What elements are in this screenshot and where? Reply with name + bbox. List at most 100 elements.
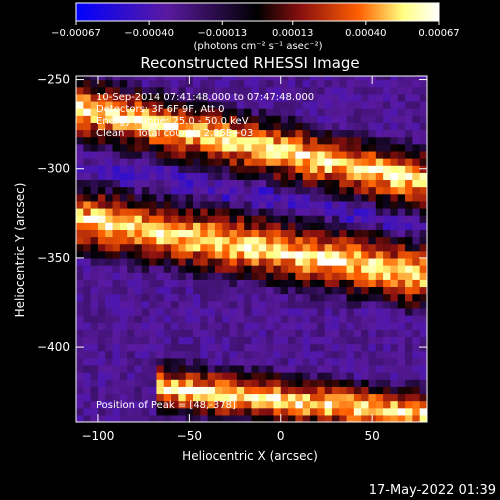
heatmap-cell xyxy=(288,293,296,302)
heatmap-cell xyxy=(405,108,413,116)
heatmap-cell xyxy=(90,386,99,395)
heatmap-cell xyxy=(361,136,370,145)
heatmap-cell xyxy=(353,236,362,245)
heatmap-cell xyxy=(251,350,260,359)
heatmap-cell xyxy=(193,314,201,323)
heatmap-cell xyxy=(405,129,413,138)
heatmap-cell xyxy=(97,79,106,88)
heatmap-cell xyxy=(127,357,136,366)
heatmap-cell xyxy=(405,265,413,273)
heatmap-cell xyxy=(361,108,370,116)
heatmap-cell xyxy=(251,343,260,352)
heatmap-cell xyxy=(368,100,377,109)
heatmap-cell xyxy=(288,407,296,416)
heatmap-cell xyxy=(383,215,392,223)
heatmap-cell xyxy=(310,93,318,102)
heatmap-cell xyxy=(273,257,282,266)
heatmap-cell xyxy=(229,407,238,416)
heatmap-cell xyxy=(134,400,143,409)
heatmap-cell xyxy=(310,165,318,173)
heatmap-cell xyxy=(302,76,311,81)
heatmap-cell xyxy=(236,79,245,88)
heatmap-cell xyxy=(353,300,362,309)
heatmap-cell xyxy=(317,115,326,123)
heatmap-cell xyxy=(258,136,267,145)
heatmap-cell xyxy=(310,143,318,152)
heatmap-cell xyxy=(127,150,136,159)
heatmap-cell xyxy=(112,186,121,195)
heatmap-cell xyxy=(163,150,172,159)
heatmap-cell xyxy=(266,286,275,295)
heatmap-cell xyxy=(368,329,377,337)
heatmap-cell xyxy=(258,172,267,181)
heatmap-cell xyxy=(273,193,282,202)
heatmap-cell xyxy=(346,314,355,323)
heatmap-cell xyxy=(280,414,289,422)
heatmap-cell xyxy=(105,143,114,152)
heatmap-cell xyxy=(97,372,106,380)
heatmap-cell xyxy=(119,322,128,330)
heatmap-cell xyxy=(346,150,355,159)
heatmap-cell xyxy=(353,179,362,188)
heatmap-cell xyxy=(156,129,165,138)
heatmap-cell xyxy=(90,143,99,152)
heatmap-cell xyxy=(244,407,253,416)
heatmap-cell xyxy=(134,236,143,245)
heatmap-cell xyxy=(119,222,128,230)
heatmap-cell xyxy=(317,343,326,352)
heatmap-cell xyxy=(339,250,348,259)
heatmap-cell xyxy=(331,314,340,323)
heatmap-cell xyxy=(353,329,362,337)
heatmap-cell xyxy=(119,165,128,173)
heatmap-cell xyxy=(405,272,413,280)
heatmap-cell xyxy=(156,200,165,209)
heatmap-cell xyxy=(178,122,187,131)
heatmap-cell xyxy=(361,300,370,309)
heatmap-cell xyxy=(331,307,340,316)
heatmap-cell xyxy=(339,386,348,395)
heatmap-cell xyxy=(258,286,267,295)
heatmap-cell xyxy=(90,172,99,181)
heatmap-cell xyxy=(207,243,216,252)
heatmap-cell xyxy=(149,314,158,323)
heatmap-cell xyxy=(229,357,238,366)
heatmap-cell xyxy=(324,179,333,188)
heatmap-cell xyxy=(83,329,92,337)
heatmap-cell xyxy=(390,158,399,166)
heatmap-cell xyxy=(368,215,377,223)
heatmap-cell xyxy=(229,293,238,302)
heatmap-cell xyxy=(149,108,158,116)
heatmap-cell xyxy=(310,407,318,416)
heatmap-cell xyxy=(258,93,267,102)
heatmap-cell xyxy=(207,279,216,288)
heatmap-cell xyxy=(258,165,267,173)
heatmap-cell xyxy=(163,200,172,209)
heatmap-cell xyxy=(200,336,209,345)
heatmap-cell xyxy=(280,243,289,252)
heatmap-cell xyxy=(185,186,194,195)
heatmap-cell xyxy=(214,272,223,280)
heatmap-cell xyxy=(149,265,158,273)
heatmap-cell xyxy=(251,172,260,181)
heatmap-cell xyxy=(310,158,318,166)
heatmap-cell xyxy=(383,364,392,373)
heatmap-cell xyxy=(390,193,399,202)
heatmap-cell xyxy=(119,357,128,366)
heatmap-cell xyxy=(178,179,187,188)
heatmap-cell xyxy=(368,250,377,259)
heatmap-cell xyxy=(383,236,392,245)
heatmap-cell xyxy=(214,215,223,223)
heatmap-cell xyxy=(375,93,384,102)
heatmap-cell xyxy=(324,93,333,102)
heatmap-cell xyxy=(251,414,260,422)
heatmap-cell xyxy=(251,307,260,316)
heatmap-cell xyxy=(295,379,304,387)
heatmap-cell xyxy=(112,336,121,345)
heatmap-cell xyxy=(361,393,370,402)
heatmap-cell xyxy=(368,193,377,202)
heatmap-cell xyxy=(76,272,84,280)
heatmap-cell xyxy=(383,314,392,323)
heatmap-cell xyxy=(171,400,179,409)
heatmap-cell xyxy=(331,393,340,402)
heatmap-cell xyxy=(258,179,267,188)
